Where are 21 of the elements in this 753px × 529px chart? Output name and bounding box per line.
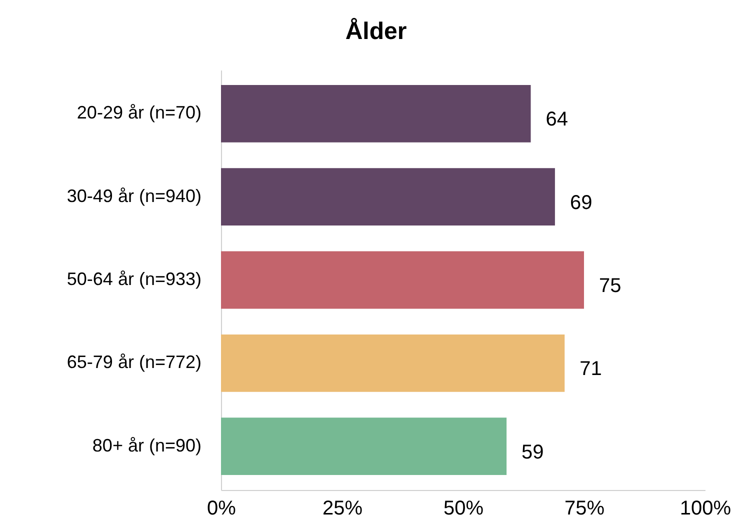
data-label: 59 bbox=[522, 441, 544, 464]
y-tick-label: 20-29 år (n=70) bbox=[76, 102, 202, 123]
bar bbox=[221, 168, 555, 226]
x-tick-label: 50% bbox=[443, 498, 484, 520]
y-tick-label: 50-64 år (n=933) bbox=[66, 269, 202, 289]
data-label: 69 bbox=[570, 192, 592, 214]
x-tick-label: 0% bbox=[207, 498, 236, 520]
bar bbox=[221, 251, 584, 309]
x-tick-label: 100% bbox=[680, 498, 732, 520]
bar bbox=[221, 418, 507, 476]
y-tick-label: 30-49 år (n=940) bbox=[66, 186, 202, 206]
bar bbox=[221, 84, 531, 142]
data-label: 71 bbox=[580, 358, 602, 380]
y-tick-label: 80+ år (n=90) bbox=[92, 435, 202, 456]
y-tick-label: 65-79 år (n=772) bbox=[66, 352, 202, 372]
data-label: 64 bbox=[546, 108, 568, 131]
data-label: 75 bbox=[599, 275, 622, 297]
x-tick-label: 25% bbox=[322, 498, 363, 520]
x-tick-label: 75% bbox=[564, 498, 605, 520]
bar bbox=[221, 334, 565, 392]
chart-title: Ålder bbox=[345, 17, 407, 45]
